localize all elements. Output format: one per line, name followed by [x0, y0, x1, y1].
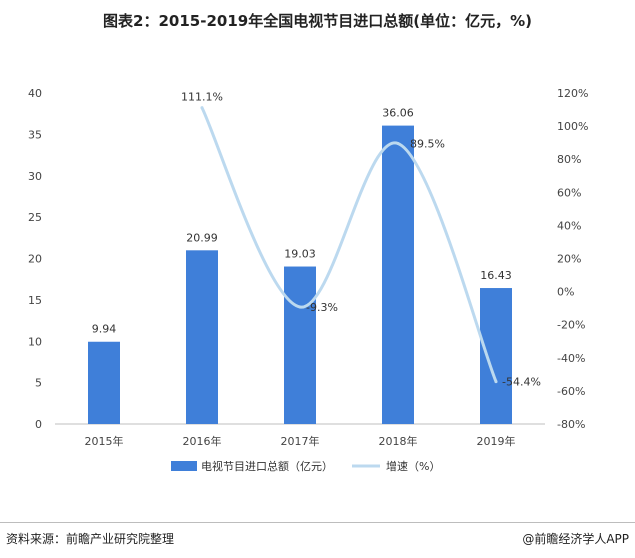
y-right-tick-label: 100%: [557, 120, 588, 133]
y-right-tick-label: 120%: [557, 87, 588, 100]
line-point: [200, 106, 204, 110]
x-tick-label: 2018年: [379, 434, 418, 448]
legend-bar-swatch: [171, 461, 197, 471]
source-note: 资料来源：前瞻产业研究院整理: [6, 532, 175, 546]
x-tick-label: 2016年: [183, 434, 222, 448]
y-right-tick-label: -60%: [557, 385, 585, 398]
legend: 电视节目进口总额（亿元） 增速（%）: [171, 459, 440, 473]
y-right-tick-label: 40%: [557, 219, 581, 232]
y-right-tick-label: 0%: [557, 286, 574, 299]
line-point: [298, 305, 302, 309]
footer: 资料来源：前瞻产业研究院整理 @前瞻经济学人APP: [0, 522, 635, 558]
growth-line: [200, 106, 498, 384]
bar-value-label: 20.99: [186, 231, 218, 244]
chart-axes: 0 5 10 15 20 25 30 35 40 -80% -60% -40% -20% 0% 20% 40%…: [28, 87, 588, 448]
bar-series: [88, 125, 512, 424]
bar: [382, 125, 414, 424]
line-value-label: 89.5%: [410, 137, 445, 150]
y-left-tick-label: 25: [28, 211, 42, 224]
chart-title: 图表2：2015-2019年全国电视节目进口总额(单位：亿元，%): [103, 12, 532, 30]
x-tick-label: 2019年: [477, 434, 516, 448]
bar: [284, 266, 316, 424]
line-point: [396, 141, 400, 145]
y-left-tick-label: 20: [28, 253, 42, 266]
legend-line-label: 增速（%）: [386, 459, 440, 473]
bar-value-label: 36.06: [382, 107, 414, 120]
bar-value-label: 19.03: [284, 248, 316, 261]
bar: [186, 250, 218, 424]
footer-divider: [0, 522, 635, 523]
bar-value-label: 16.43: [480, 269, 512, 282]
bar: [88, 341, 120, 424]
line-series: [200, 106, 498, 384]
y-right-tick-label: -40%: [557, 352, 585, 365]
y-left-tick-label: 5: [35, 377, 42, 390]
y-left-tick-label: 0: [35, 418, 42, 431]
data-labels: 9.94 20.99 19.03 36.06 16.43 111.1% -9.3% 89.5%…: [92, 91, 541, 389]
x-tick-label: 2017年: [281, 434, 320, 448]
y-right-tick-label: -80%: [557, 418, 585, 431]
y-left-tick-label: 40: [28, 87, 42, 100]
y-left-tick-label: 30: [28, 170, 42, 183]
legend-bar-label: 电视节目进口总额（亿元）: [201, 459, 333, 473]
line-point: [494, 380, 498, 384]
y-right-tick-label: 60%: [557, 186, 581, 199]
y-left-tick-label: 10: [28, 335, 42, 348]
line-value-label: -9.3%: [306, 301, 338, 314]
y-right-tick-label: 80%: [557, 153, 581, 166]
line-value-label: -54.4%: [502, 376, 541, 389]
y-left-tick-label: 15: [28, 294, 42, 307]
y-right-tick-label: 20%: [557, 253, 581, 266]
combo-chart: 0 5 10 15 20 25 30 35 40 -80% -60% -40% -20% 0% 20% 40%…: [28, 87, 588, 473]
bar: [480, 288, 512, 424]
y-left-tick-label: 35: [28, 128, 42, 141]
bar-value-label: 9.94: [92, 323, 117, 336]
x-tick-label: 2015年: [85, 434, 124, 448]
line-value-label: 111.1%: [181, 91, 223, 104]
y-right-tick-label: -20%: [557, 319, 585, 332]
credit-note: @前瞻经济学人APP: [522, 532, 629, 546]
